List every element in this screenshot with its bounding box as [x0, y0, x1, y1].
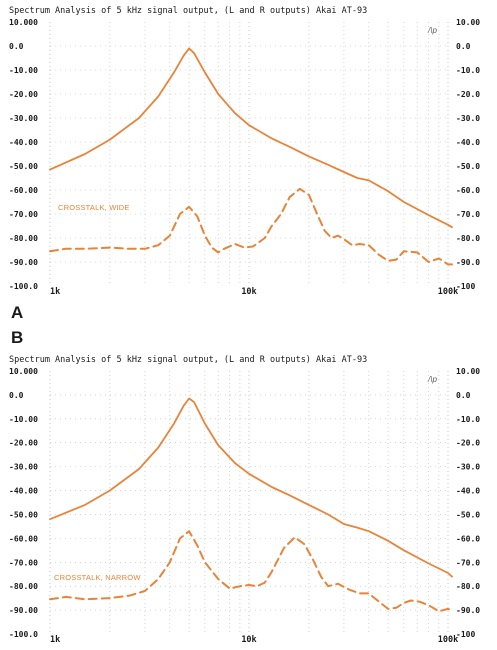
y-tick-label-left: 10.000 [9, 18, 38, 27]
x-tick-label: 10k [241, 287, 256, 297]
y-tick-label-right: -20.0 [456, 439, 480, 448]
y-tick-label-left: -20.00 [9, 90, 38, 99]
crosstalk-series-line [49, 187, 453, 266]
x-tick-label: 1k [50, 287, 60, 297]
signal-series-line [49, 47, 453, 229]
chart-title: Spectrum Analysis of 5 kHz signal output… [9, 6, 367, 16]
x-tick-label: 1k [50, 635, 60, 645]
y-tick-label-left: -40.00 [9, 487, 38, 496]
y-tick-label-right: -100 [456, 630, 475, 639]
y-tick-label-left: -90.00 [9, 258, 38, 267]
y-tick-label-left: -10.00 [9, 415, 38, 424]
y-tick-label-left: -100.0 [9, 630, 38, 639]
y-tick-label-right: -20.0 [456, 90, 480, 99]
y-tick-label-right: 0.0 [456, 42, 471, 51]
y-tick-label-right: -90.0 [456, 258, 480, 267]
y-tick-label-left: 0.0 [9, 42, 24, 51]
y-tick-label-left: -80.00 [9, 582, 38, 591]
y-tick-label-left: -50.00 [9, 510, 38, 519]
corner-mark: /\p [427, 375, 437, 384]
y-tick-label-left: -60.00 [9, 186, 38, 195]
panel-letter-a: A [11, 303, 23, 322]
crosstalk-annotation: CROSSTALK, WIDE [58, 203, 130, 212]
y-tick-label-left: -70.00 [9, 210, 38, 219]
y-tick-label-right: -50.0 [456, 162, 480, 171]
y-tick-label-right: -40.0 [456, 487, 480, 496]
y-tick-label-left: -80.00 [9, 234, 38, 243]
x-tick-label: 10k [241, 635, 256, 645]
signal-series-line [49, 397, 453, 578]
y-tick-label-left: -90.00 [9, 606, 38, 615]
y-tick-label-right: -10.0 [456, 66, 480, 75]
y-tick-label-right: -90.0 [456, 606, 480, 615]
y-tick-label-left: -40.00 [9, 138, 38, 147]
y-tick-label-right: 10.00 [456, 18, 480, 27]
y-tick-label-right: 0.0 [456, 391, 471, 400]
y-tick-label-left: 10.000 [9, 367, 38, 376]
y-tick-label-left: -30.00 [9, 114, 38, 123]
y-tick-label-right: -10.0 [456, 415, 480, 424]
y-tick-label-right: -40.0 [456, 138, 480, 147]
corner-mark: /\p [427, 26, 437, 35]
x-tick-label: 100k [438, 287, 458, 297]
y-tick-label-right: -60.0 [456, 186, 480, 195]
y-tick-label-right: -30.0 [456, 114, 480, 123]
y-tick-label-right: -30.0 [456, 463, 480, 472]
y-tick-label-left: -50.00 [9, 162, 38, 171]
y-tick-label-right: -50.0 [456, 510, 480, 519]
panel-b: Spectrum Analysis of 5 kHz signal output… [9, 355, 480, 645]
y-tick-label-right: -70.0 [456, 558, 480, 567]
y-tick-label-right: -70.0 [456, 210, 480, 219]
y-tick-label-left: -10.00 [9, 66, 38, 75]
y-tick-label-right: 10.00 [456, 367, 480, 376]
y-tick-label-left: -20.00 [9, 439, 38, 448]
crosstalk-annotation: CROSSTALK, NARROW [54, 573, 141, 582]
chart-title: Spectrum Analysis of 5 kHz signal output… [9, 355, 367, 365]
panel-letter-b: B [11, 328, 23, 347]
y-tick-label-right: -80.0 [456, 582, 480, 591]
y-tick-label-left: -30.00 [9, 463, 38, 472]
panel-a: Spectrum Analysis of 5 kHz signal output… [9, 6, 480, 297]
y-tick-label-right: -60.0 [456, 534, 480, 543]
y-tick-label-right: -80.0 [456, 234, 480, 243]
y-tick-label-left: -70.00 [9, 558, 38, 567]
y-tick-label-right: -100 [456, 282, 475, 291]
y-tick-label-left: -60.00 [9, 534, 38, 543]
y-tick-label-left: -100.0 [9, 282, 38, 291]
y-tick-label-left: 0.0 [9, 391, 24, 400]
crosstalk-series-line [49, 530, 453, 613]
x-tick-label: 100k [438, 635, 458, 645]
